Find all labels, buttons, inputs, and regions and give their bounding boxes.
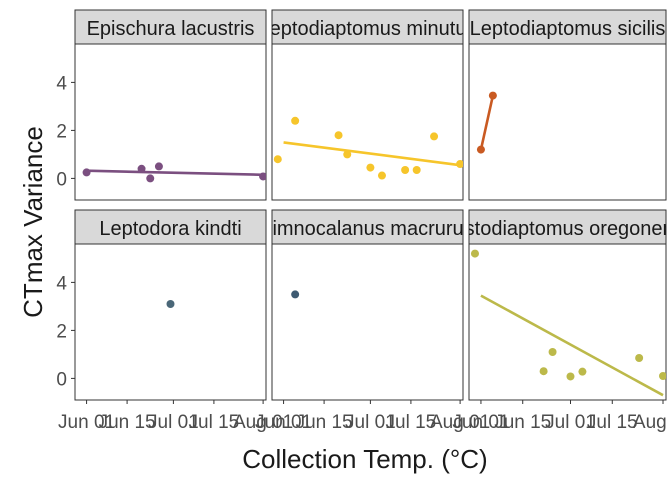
panel-plot-area [291,290,300,299]
x-tick-label: Aug 01 [430,412,490,433]
x-tick-label: Jul 01 [148,412,199,433]
trend-line [86,169,264,177]
data-point [377,171,386,180]
facet-strip-label: Skistodiaptomus oregonensis [437,218,672,240]
y-tick-label: 0 [56,169,67,190]
facet-strip-label: Limnocalanus macrurus [261,218,473,240]
facet-strip-label: Leptodiaptomus sicilis [470,18,666,40]
panel-border [468,243,667,401]
data-point [291,116,300,125]
panel-border [271,43,464,201]
facet-strip [74,9,267,45]
facet-panel: Leptodora kindti [74,209,267,401]
y-tick-label: 4 [56,73,67,94]
x-tick-label: Jul 15 [189,412,240,433]
data-point [659,372,666,380]
data-point [334,131,343,140]
facet-panel: Skistodiaptomus oregonensis [437,209,672,401]
x-tick-label: Jul 15 [386,412,437,433]
facet-strip [271,9,464,45]
y-tick-label: 4 [56,273,67,294]
data-point [259,172,266,181]
y-tick-label: 0 [56,369,67,390]
data-point [539,367,548,376]
data-point [470,249,479,258]
facet-strip-label: Leptodora kindti [99,218,241,240]
data-point [430,132,439,141]
x-tick-label: Jun 01 [255,412,312,433]
trend-line [479,95,495,150]
data-point [456,160,463,168]
data-point [548,348,557,356]
x-tick-label: Jul 15 [587,412,638,433]
facet-strip-label: Epischura lacustris [87,18,255,40]
facet-panel: Leptodiaptomus sicilis [468,9,667,201]
data-point [412,166,421,174]
data-point [137,164,146,173]
facet-strip [74,209,267,245]
x-axis-title: Collection Temp. (°C) [242,444,487,474]
x-tick-label: Jun 01 [58,412,115,433]
x-tick-label: Jun 01 [452,412,509,433]
panel-plot-area [273,116,463,180]
data-point [488,91,497,100]
data-point [291,290,300,299]
data-point [82,168,91,177]
panel-border [74,43,267,201]
data-point [401,166,410,174]
facet-strip-label: Leptodiaptomus minutus [259,18,477,40]
data-point [146,174,155,183]
x-tick-label: Jun 15 [99,412,156,433]
data-point [366,163,375,172]
data-point [635,354,644,362]
x-tick-label: Jul 01 [345,412,396,433]
data-point [566,372,575,381]
panel-plot-area [470,249,666,397]
facet-strip [468,209,667,245]
facet-panel: Leptodiaptomus minutus [259,9,477,201]
x-tick-label: Jun 15 [494,412,551,433]
y-tick-label: 2 [56,321,67,342]
trend-line [283,141,461,167]
y-tick-label: 2 [56,121,67,142]
panel-plot-area [476,91,497,154]
data-point [476,145,485,154]
facet-strip [468,9,667,45]
x-tick-label: Jul 01 [545,412,596,433]
data-point [166,300,175,308]
data-point [273,155,282,164]
panel-plot-area [166,300,175,308]
y-axis-title: CTmax Variance [18,126,48,318]
panel-border [74,243,267,401]
facet-panel: Limnocalanus macrurus [261,209,473,401]
data-point [154,162,163,171]
x-tick-label: Aug 01 [633,412,672,433]
facet-panel: Epischura lacustris [74,9,267,201]
data-point [578,367,587,376]
x-tick-label: Aug 01 [233,412,293,433]
trend-line [480,294,664,397]
data-point [343,150,352,159]
panel-plot-area [82,162,266,183]
panel-border [271,243,464,401]
x-tick-label: Jun 15 [296,412,353,433]
panel-border [468,43,667,201]
